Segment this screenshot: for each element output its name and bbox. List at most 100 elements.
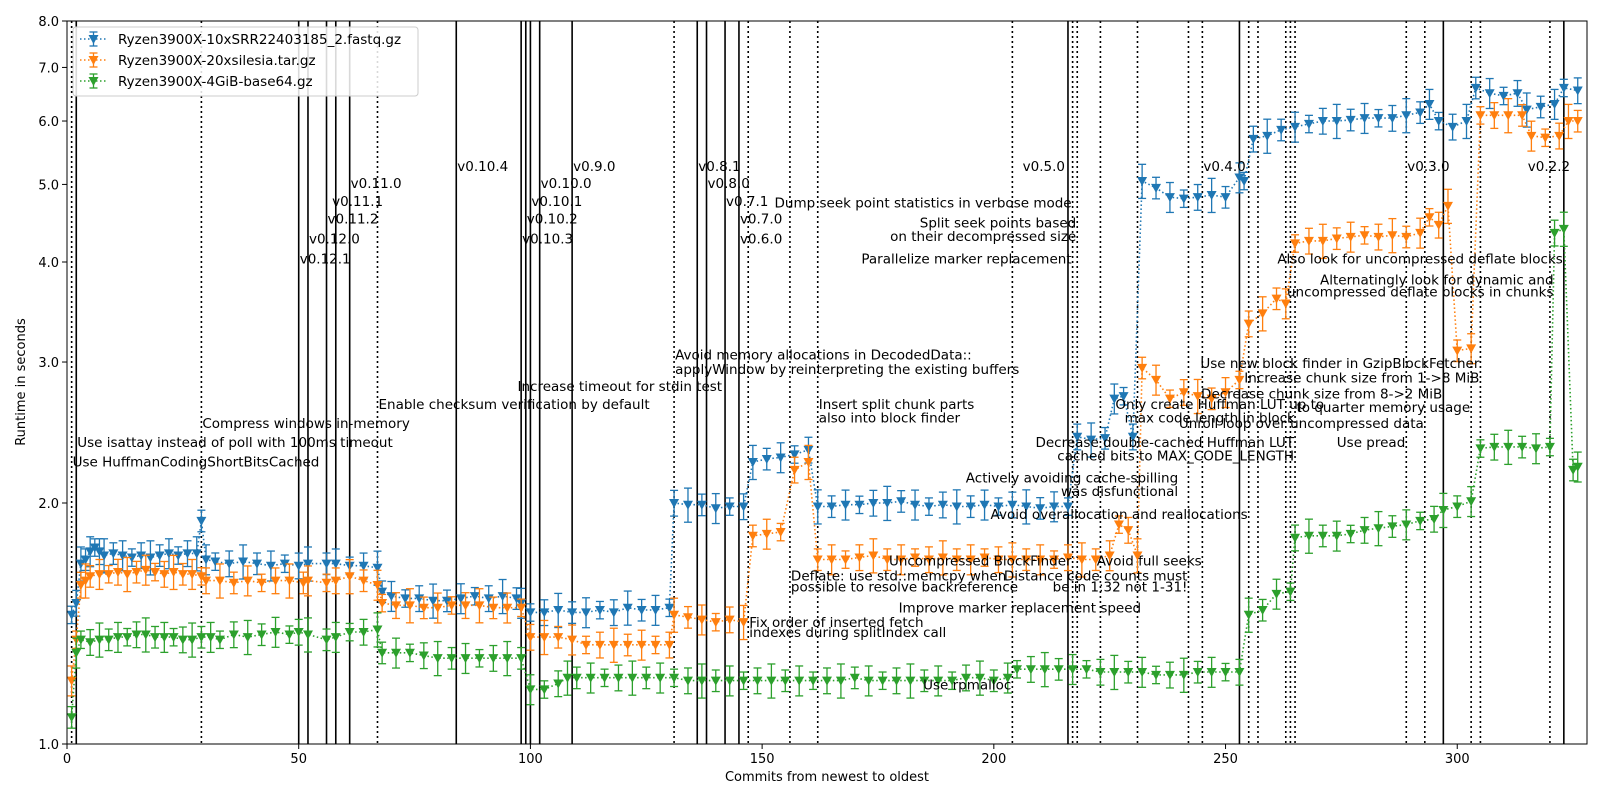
data-point bbox=[1276, 125, 1287, 135]
data-point bbox=[279, 559, 290, 569]
y-tick-label: 6.0 bbox=[38, 115, 59, 130]
data-point bbox=[1290, 122, 1301, 132]
data-point bbox=[377, 648, 388, 658]
data-point bbox=[1271, 589, 1282, 599]
data-point bbox=[177, 635, 188, 645]
data-point bbox=[1359, 114, 1370, 124]
data-point bbox=[822, 676, 832, 686]
data-point bbox=[1415, 108, 1426, 118]
commit-annotation: Use pread bbox=[1337, 435, 1405, 451]
data-point bbox=[599, 673, 610, 683]
data-point bbox=[923, 555, 934, 565]
version-label: v0.11.1 bbox=[332, 194, 383, 210]
series-2 bbox=[66, 97, 1583, 697]
data-point bbox=[270, 628, 281, 638]
data-point bbox=[1192, 392, 1203, 402]
data-point bbox=[400, 594, 411, 604]
data-point bbox=[284, 576, 295, 586]
commit-annotation: Use HuffmanCodingShortBitsCached bbox=[73, 455, 320, 471]
data-point bbox=[94, 635, 105, 645]
data-point bbox=[112, 633, 123, 643]
data-point bbox=[1373, 524, 1384, 534]
version-label: v0.7.1 bbox=[726, 194, 768, 210]
data-point bbox=[835, 676, 846, 686]
data-point bbox=[724, 615, 735, 625]
data-point bbox=[1503, 111, 1514, 121]
data-point bbox=[724, 676, 735, 686]
data-point bbox=[1452, 502, 1463, 512]
data-point bbox=[849, 673, 860, 683]
data-point bbox=[682, 613, 693, 623]
data-point bbox=[256, 578, 267, 588]
commit-annotation: Deflate: use std::memcpy when bbox=[791, 569, 1006, 585]
data-point bbox=[99, 551, 110, 561]
data-point bbox=[1517, 442, 1528, 452]
data-point bbox=[1447, 122, 1458, 132]
data-point bbox=[103, 570, 114, 580]
data-point bbox=[553, 679, 564, 689]
version-label: v0.10.4 bbox=[457, 159, 508, 175]
data-point bbox=[951, 502, 962, 512]
data-point bbox=[961, 673, 972, 683]
data-point bbox=[1331, 117, 1342, 127]
data-point bbox=[1549, 100, 1560, 110]
data-point bbox=[1317, 236, 1328, 246]
data-point bbox=[196, 516, 207, 526]
commit-annotation: Parallelize marker replacement bbox=[861, 252, 1071, 268]
data-point bbox=[896, 497, 907, 507]
data-point bbox=[150, 633, 161, 643]
commit-annotation: on their decompressed size bbox=[890, 229, 1076, 245]
data-point bbox=[1086, 435, 1097, 445]
commit-annotation: Dump seek point statistics in verbose mo… bbox=[775, 195, 1072, 211]
data-point bbox=[85, 638, 96, 648]
data-point bbox=[974, 673, 985, 683]
data-point bbox=[66, 610, 77, 620]
data-point bbox=[553, 606, 564, 616]
commit-annotation: Alternatingly look for dynamic and bbox=[1320, 272, 1554, 288]
data-point bbox=[1466, 344, 1477, 354]
data-point bbox=[724, 502, 735, 512]
data-point bbox=[321, 578, 332, 588]
data-point bbox=[136, 551, 147, 561]
data-point bbox=[539, 633, 550, 643]
data-point bbox=[1243, 319, 1254, 329]
data-point bbox=[302, 576, 313, 586]
data-point bbox=[252, 559, 262, 569]
data-point bbox=[502, 654, 513, 664]
data-point bbox=[302, 630, 313, 640]
data-point bbox=[1521, 105, 1532, 115]
data-point bbox=[1178, 388, 1189, 398]
data-point bbox=[594, 640, 605, 650]
data-point bbox=[1475, 111, 1486, 121]
data-point bbox=[1137, 176, 1148, 186]
data-point bbox=[877, 676, 888, 686]
version-label: v0.8.0 bbox=[708, 176, 750, 192]
data-point bbox=[789, 465, 800, 475]
data-point bbox=[1429, 515, 1440, 525]
data-point bbox=[650, 606, 661, 616]
commit-annotation: Fix order of inserted fetch bbox=[749, 615, 923, 631]
data-point bbox=[1549, 228, 1560, 238]
data-point bbox=[1012, 665, 1022, 675]
data-point bbox=[511, 594, 522, 604]
version-label: v0.10.0 bbox=[541, 176, 592, 192]
data-point bbox=[201, 576, 212, 586]
data-point bbox=[126, 553, 137, 563]
data-point bbox=[168, 633, 179, 643]
data-point bbox=[1373, 114, 1384, 124]
data-point bbox=[1317, 531, 1328, 541]
data-point bbox=[80, 576, 91, 586]
data-point bbox=[696, 615, 707, 625]
data-point bbox=[896, 555, 907, 565]
data-point bbox=[696, 676, 707, 686]
data-point bbox=[571, 673, 582, 683]
x-tick-label: 100 bbox=[518, 752, 543, 767]
commit-annotation: Avoid overallocation and reallocations bbox=[991, 507, 1248, 523]
data-point bbox=[1109, 668, 1120, 678]
data-point bbox=[131, 567, 142, 577]
data-point bbox=[937, 553, 948, 563]
data-point bbox=[1303, 236, 1314, 246]
data-point bbox=[738, 502, 749, 512]
y-tick-label: 1.0 bbox=[38, 738, 59, 753]
data-point bbox=[1257, 309, 1268, 319]
